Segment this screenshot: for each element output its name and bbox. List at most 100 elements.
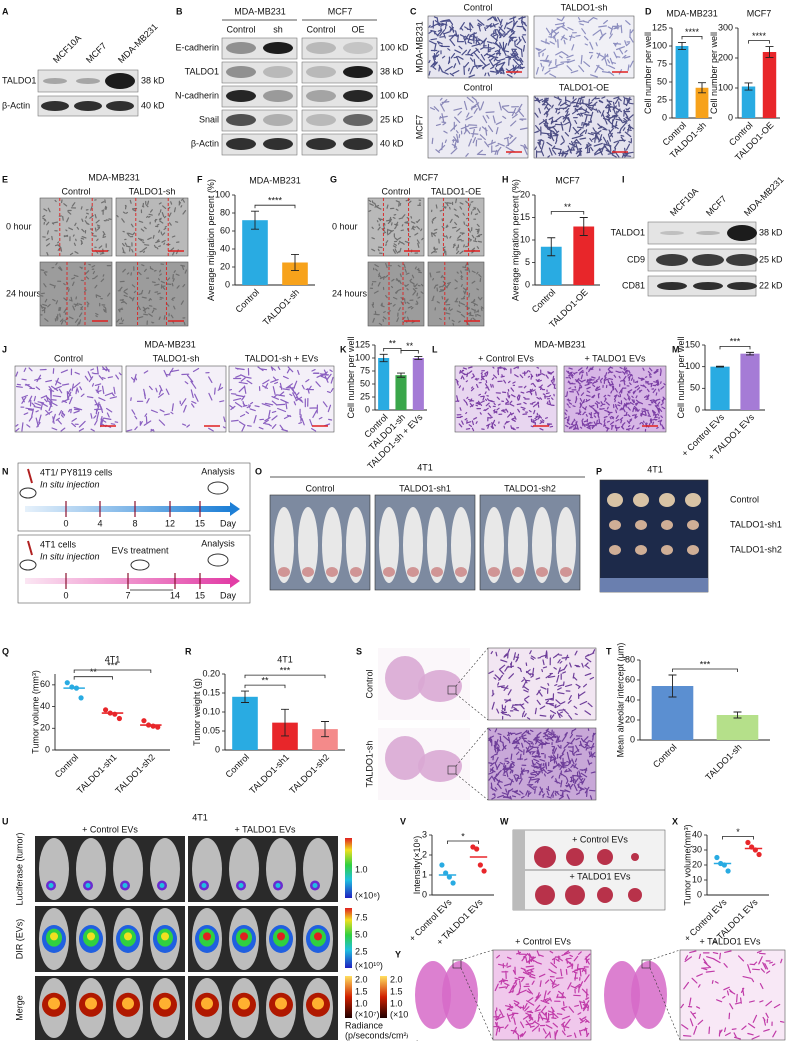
bar (282, 262, 308, 285)
error-bar (321, 721, 329, 738)
micrograph (39, 197, 113, 257)
label: β-Actin (191, 138, 219, 148)
band (306, 114, 336, 126)
bar (716, 715, 759, 740)
error-bar (414, 355, 423, 361)
error-bar (291, 253, 299, 272)
label: 4 (97, 518, 102, 528)
texture (488, 728, 596, 800)
y-tick-label: 25 (657, 94, 667, 104)
label: 0 hour (332, 221, 358, 231)
panel-letter: A (2, 6, 9, 16)
label: 4T1/ PY8119 cells (40, 467, 113, 477)
y-tick-label: 20 (220, 261, 230, 271)
significance-bracket (550, 211, 585, 215)
timeline-box (17, 534, 251, 604)
label: MDA-MB231 (534, 339, 586, 349)
label: Snail (199, 114, 219, 124)
error-bar (716, 365, 724, 368)
label: 25 kD (380, 114, 404, 124)
mouse (379, 507, 399, 583)
error-bar (251, 210, 259, 230)
error-bar (744, 82, 753, 91)
y-tick-label: 50 (360, 378, 370, 388)
label: Control (381, 186, 410, 196)
significance-bracket (672, 668, 738, 672)
error-bar (241, 690, 249, 703)
band (106, 101, 134, 111)
label: Control (305, 483, 334, 493)
ruler (513, 830, 525, 910)
label: 5.0 (355, 929, 368, 939)
mouse (532, 507, 552, 583)
texture (493, 950, 591, 1040)
y-tick-label: 20 (692, 859, 702, 869)
significance-label: *** (730, 337, 741, 347)
label: + Control EVs (82, 824, 138, 834)
micrograph (39, 261, 113, 327)
y-tick-label: 0 (45, 744, 50, 754)
point (745, 839, 751, 846)
significance-label: ** (564, 202, 572, 212)
label: 22 kD (759, 280, 783, 290)
significance-label: ** (261, 675, 269, 685)
y-tick-label: 100 (685, 361, 700, 371)
significance-label: *** (280, 665, 291, 675)
panel-letter: E (2, 174, 8, 184)
significance-label: **** (268, 196, 283, 206)
label: TALDO1-sh (561, 2, 608, 12)
band (226, 114, 256, 126)
texture (15, 366, 122, 432)
tumor (628, 888, 642, 902)
y-tick-label: 80 (220, 207, 230, 217)
label: TALDO1-sh1 (399, 483, 451, 493)
label: OE (351, 24, 364, 34)
label: 1.0 (390, 998, 403, 1008)
band (660, 231, 684, 235)
tumor (350, 567, 362, 577)
y-tick-label: 75 (657, 58, 667, 68)
label: Merge (14, 995, 24, 1021)
error-bar (579, 217, 588, 236)
y-tick-label: 0 (630, 734, 635, 744)
panel-letter: J (2, 344, 7, 354)
y-tick-label: 0 (695, 404, 700, 414)
y-tick-label: 125 (355, 339, 370, 349)
label: 24 hours (6, 288, 42, 298)
band (306, 138, 336, 150)
band (263, 138, 293, 150)
bar (378, 358, 390, 410)
texture (126, 367, 226, 432)
tumor (659, 493, 675, 507)
label: TALDO1-sh (129, 186, 176, 196)
label: MDA-MB231 (414, 21, 424, 73)
label: CD81 (622, 280, 645, 290)
panel-letter: C (410, 6, 417, 16)
bar (573, 226, 595, 285)
syringe (27, 468, 33, 484)
x-tick-label: Control (530, 287, 558, 315)
label: TALDO1 (611, 227, 645, 237)
signal (124, 932, 132, 941)
error-bar (765, 46, 774, 58)
band (306, 90, 336, 102)
label: 38 kD (141, 75, 165, 85)
y-tick-label: 100 (652, 40, 667, 50)
signal (87, 932, 95, 941)
bar (395, 375, 407, 410)
bar (242, 220, 268, 285)
chart-title: MCF7 (747, 8, 772, 18)
texture (429, 262, 484, 326)
significance-label: *** (700, 659, 711, 669)
significance-label: * (736, 827, 740, 837)
label: 38 kD (759, 227, 783, 237)
band (76, 78, 100, 84)
texture (116, 263, 187, 326)
band (226, 66, 256, 78)
zoom-line (649, 949, 681, 961)
signal (85, 997, 97, 1010)
label: 40 kD (141, 100, 165, 110)
point (474, 846, 480, 852)
label: MDA-MB231 (234, 6, 286, 16)
